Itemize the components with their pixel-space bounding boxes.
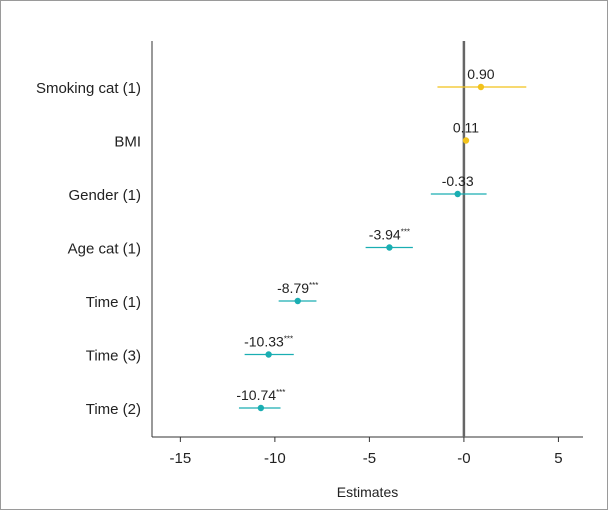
significance-stars: *** <box>284 335 293 344</box>
estimate-point <box>462 137 470 144</box>
row-label: Time (3) <box>86 348 141 365</box>
x-tick-label: -15 <box>170 450 192 467</box>
estimate-row: BMI 0.11 <box>114 120 479 151</box>
x-tick-label: -5 <box>363 450 376 467</box>
x-axis-ticks: -15 -10 -5 -0 5 <box>170 437 563 467</box>
x-tick-label: -10 <box>264 450 286 467</box>
x-axis-label: Estimates <box>337 484 398 500</box>
estimate-point <box>386 244 393 251</box>
estimate-row: Age cat (1) -3.94*** <box>68 227 413 258</box>
estimate-point <box>294 297 301 305</box>
estimate-row: Smoking cat (1) 0.90 <box>36 66 527 97</box>
significance-stars: *** <box>276 388 285 397</box>
row-label: Time (2) <box>86 401 141 418</box>
estimate-point <box>265 351 272 358</box>
row-label: Gender (1) <box>68 187 141 204</box>
estimate-row: Time (1) -8.79*** <box>86 280 319 311</box>
estimate-row: Time (3) -10.33*** <box>86 334 294 365</box>
estimate-row: Time (2) -10.74*** <box>86 387 286 418</box>
estimate-row: Gender (1) -0.33 <box>68 173 487 204</box>
estimate-point <box>257 404 265 412</box>
estimate-point <box>454 190 461 198</box>
value-label: -10.74*** <box>236 387 285 403</box>
value-label: 0.90 <box>467 66 494 82</box>
value-label: 0.11 <box>453 120 479 136</box>
value-label: -0.33 <box>442 173 474 189</box>
significance-stars: *** <box>309 281 318 290</box>
row-label: Smoking cat (1) <box>36 80 141 97</box>
value-label: -10.33*** <box>244 334 293 350</box>
row-label: Age cat (1) <box>68 241 141 258</box>
x-tick-label: 5 <box>554 450 562 467</box>
significance-stars: *** <box>401 228 410 237</box>
row-label: Time (1) <box>86 294 141 311</box>
x-tick-label: -0 <box>457 450 470 467</box>
axes <box>151 41 583 438</box>
row-label: BMI <box>114 134 141 151</box>
estimate-point <box>477 83 485 91</box>
value-label: -8.79*** <box>277 280 318 296</box>
estimate-rows: Smoking cat (1) 0.90 BMI 0.11 Gender (1) -0.3… <box>36 66 527 418</box>
value-label: -3.94*** <box>369 227 410 243</box>
